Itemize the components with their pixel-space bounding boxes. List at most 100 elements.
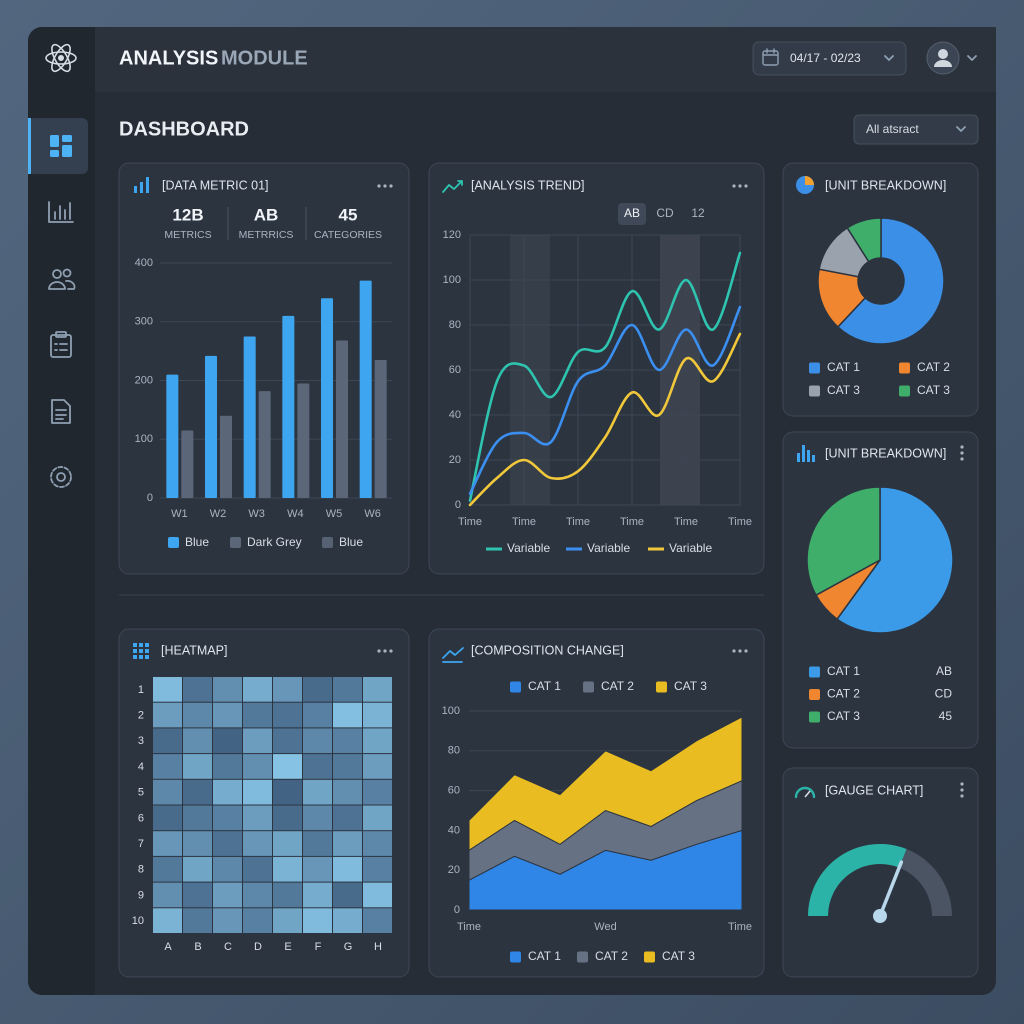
heat-cell	[273, 754, 302, 779]
heat-cell	[273, 856, 302, 882]
tab[interactable]: 12	[691, 206, 705, 220]
y-tick-label: 400	[135, 257, 153, 269]
trend-line	[468, 305, 742, 496]
heat-cell	[303, 702, 332, 728]
card-menu[interactable]	[960, 782, 964, 798]
x-tick-label: W3	[248, 508, 265, 520]
heat-cell	[213, 702, 242, 728]
bar	[359, 280, 372, 498]
nav-dashboard-icon[interactable]	[50, 135, 72, 157]
nav-users-icon[interactable]	[48, 268, 76, 290]
heat-cell	[333, 831, 362, 856]
gauge-needle	[878, 860, 904, 918]
tab[interactable]: CD	[656, 206, 674, 220]
heat-cell	[363, 677, 392, 702]
bar	[220, 415, 232, 498]
heat-cell	[243, 677, 272, 702]
x-tick-label: Time	[620, 516, 644, 528]
calendar-icon	[762, 48, 779, 66]
heat-cell	[213, 831, 242, 856]
nav-active-indicator	[28, 118, 31, 174]
y-tick-label: 80	[449, 319, 461, 331]
filter-select[interactable]	[853, 114, 979, 145]
heat-cell	[243, 702, 272, 728]
date-picker[interactable]	[752, 41, 907, 76]
column-label: H	[374, 941, 382, 953]
nav-clipboard-icon[interactable]	[50, 331, 72, 358]
heat-cell	[333, 702, 362, 728]
area	[468, 716, 743, 852]
date-dropdown-caret	[884, 55, 894, 61]
row-label: 7	[138, 838, 144, 850]
y-tick-label: 120	[443, 229, 461, 241]
heat-cell	[153, 677, 182, 702]
x-tick-label: Time	[674, 516, 698, 528]
row-label: 6	[138, 812, 144, 824]
x-tick-label: W4	[287, 508, 304, 520]
bar	[282, 315, 295, 498]
legend-swatch	[168, 537, 179, 548]
nav-settings-icon[interactable]	[50, 466, 72, 488]
card-menu[interactable]	[732, 649, 748, 653]
legend-label: CAT 3	[674, 679, 707, 693]
kpi-value: 12B	[172, 205, 203, 224]
card-menu[interactable]	[732, 184, 748, 188]
heat-cell	[183, 702, 212, 728]
bar	[297, 383, 310, 498]
heat-cell	[363, 908, 392, 933]
heat-cell	[243, 728, 272, 754]
avatar-body	[934, 60, 952, 67]
legend-label: Variable	[507, 541, 550, 555]
y-tick-label: 40	[448, 824, 460, 836]
y-tick-label: 20	[449, 454, 461, 466]
legend-label: CAT 2	[595, 949, 628, 963]
card-menu[interactable]	[960, 445, 964, 461]
legend-label: Variable	[587, 541, 630, 555]
legend-swatch	[899, 362, 910, 374]
row-label: 1	[138, 684, 144, 696]
x-tick-label: W1	[171, 508, 188, 520]
heat-cell	[333, 908, 362, 933]
card-menu[interactable]	[377, 649, 393, 653]
bar	[336, 340, 348, 498]
heat-cell	[213, 779, 242, 805]
heat-cell	[243, 754, 272, 779]
heat-cell	[153, 908, 182, 933]
nav-document-icon[interactable]	[51, 399, 71, 424]
x-tick-label: Time	[728, 921, 752, 933]
heat-cell	[183, 754, 212, 779]
card-gauge	[782, 767, 979, 978]
heat-cell	[333, 805, 362, 831]
heat-cell	[273, 882, 302, 908]
heat-cell	[243, 856, 272, 882]
tab-active[interactable]	[618, 203, 646, 225]
legend-label: CAT 1	[827, 360, 860, 374]
heat-cell	[303, 779, 332, 805]
heat-cell	[213, 677, 242, 702]
tab[interactable]: AB	[624, 206, 640, 220]
heat-cell	[363, 805, 392, 831]
legend-label: CAT 2	[601, 679, 634, 693]
kpi-label: METRRICS	[239, 229, 294, 241]
nav-chart-icon[interactable]	[48, 201, 74, 223]
heat-cell	[273, 779, 302, 805]
legend-label: CAT 1	[827, 664, 860, 678]
legend-label: Dark Grey	[247, 535, 302, 549]
heat-cell	[363, 856, 392, 882]
heat-cell	[273, 805, 302, 831]
y-tick-label: 300	[135, 316, 153, 328]
card-donut	[782, 162, 979, 417]
legend-label: Blue	[339, 535, 363, 549]
heat-cell	[153, 805, 182, 831]
heat-cell	[363, 754, 392, 779]
heatmap-icon	[133, 643, 149, 659]
x-tick-label: Wed	[594, 921, 616, 933]
heat-cell	[183, 882, 212, 908]
heat-cell	[183, 779, 212, 805]
card-menu[interactable]	[377, 184, 393, 188]
slice	[846, 217, 882, 263]
legend-swatch	[577, 951, 588, 963]
x-tick-label: Time	[458, 516, 482, 528]
heat-cell	[243, 779, 272, 805]
